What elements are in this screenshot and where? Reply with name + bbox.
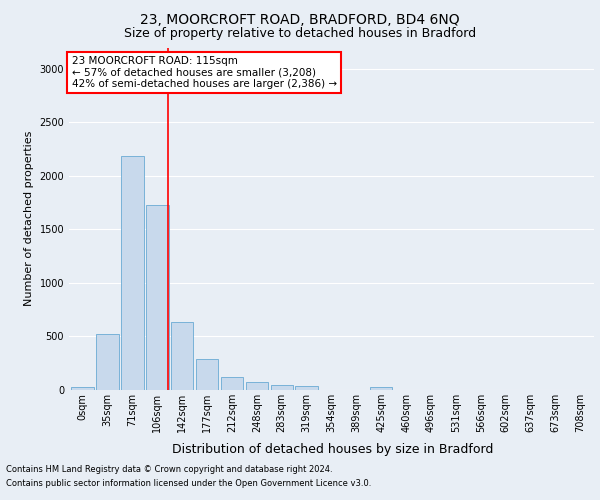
Text: Size of property relative to detached houses in Bradford: Size of property relative to detached ho…: [124, 28, 476, 40]
Bar: [171, 322, 193, 390]
Text: 23 MOORCROFT ROAD: 115sqm
← 57% of detached houses are smaller (3,208)
42% of se: 23 MOORCROFT ROAD: 115sqm ← 57% of detac…: [71, 56, 337, 90]
Bar: [370, 387, 392, 390]
Bar: [245, 382, 268, 390]
Bar: [121, 156, 143, 390]
Text: 23, MOORCROFT ROAD, BRADFORD, BD4 6NQ: 23, MOORCROFT ROAD, BRADFORD, BD4 6NQ: [140, 12, 460, 26]
Bar: [295, 386, 318, 390]
Text: Distribution of detached houses by size in Bradford: Distribution of detached houses by size …: [172, 442, 494, 456]
Bar: [196, 359, 218, 390]
Bar: [221, 376, 243, 390]
Text: Contains public sector information licensed under the Open Government Licence v3: Contains public sector information licen…: [6, 479, 371, 488]
Y-axis label: Number of detached properties: Number of detached properties: [24, 131, 34, 306]
Bar: [271, 385, 293, 390]
Bar: [97, 334, 119, 390]
Bar: [71, 387, 94, 390]
Text: Contains HM Land Registry data © Crown copyright and database right 2024.: Contains HM Land Registry data © Crown c…: [6, 466, 332, 474]
Bar: [146, 205, 169, 390]
